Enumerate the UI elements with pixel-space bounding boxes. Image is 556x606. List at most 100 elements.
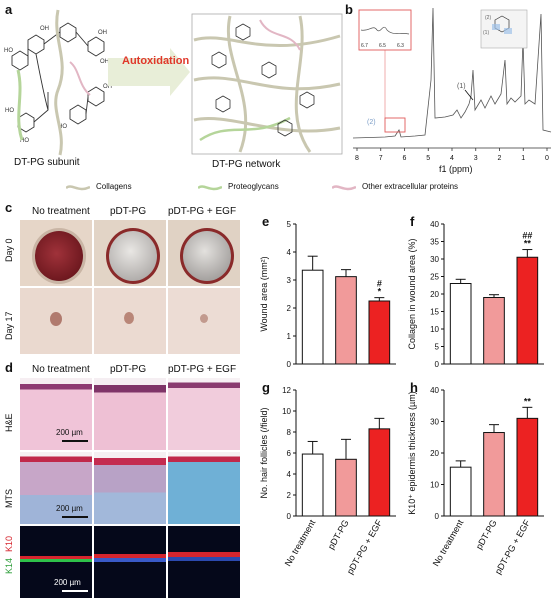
y-tick-label: 0 bbox=[435, 360, 440, 369]
panel-label-b: b bbox=[345, 2, 353, 17]
d-row-k10: K10 bbox=[4, 535, 14, 552]
y-tick-label: 40 bbox=[430, 386, 439, 395]
svg-text:HO: HO bbox=[5, 108, 14, 114]
y-tick-label: 1 bbox=[287, 332, 292, 341]
network-caption: DT-PG network bbox=[212, 159, 281, 170]
nmr-xtick-label: 6 bbox=[403, 155, 407, 162]
y-tick-label: 30 bbox=[430, 255, 439, 264]
photo-day0-pdtpg bbox=[94, 220, 166, 286]
nmr-xtick-label: 0 bbox=[545, 155, 549, 162]
chart-f-collagen: Collagen in wound area (%) 0 5 10 15 20 25 30 35… bbox=[407, 220, 544, 369]
y-tick-label: 0 bbox=[435, 512, 440, 521]
panel-label-f: f bbox=[410, 214, 415, 229]
significance-marker: * bbox=[378, 287, 382, 297]
c-row-day17: Day 17 bbox=[4, 311, 14, 340]
bar bbox=[301, 269, 324, 365]
significance-marker: # bbox=[377, 279, 382, 289]
category-label: pDT-PG + EGF bbox=[493, 518, 533, 576]
d-row-he: H&E bbox=[4, 413, 14, 432]
nmr-xtick-label: 7 bbox=[379, 155, 383, 162]
category-label: No treatment bbox=[283, 518, 318, 568]
inset-tick-1: 6.5 bbox=[379, 43, 386, 49]
svg-text:OH: OH bbox=[40, 26, 49, 32]
panel-label-a: a bbox=[5, 2, 13, 17]
bar bbox=[449, 466, 472, 517]
svg-text:HO: HO bbox=[20, 138, 29, 144]
d-col-pdtpg-egf: pDT-PG + EGF bbox=[168, 364, 237, 375]
bar bbox=[368, 300, 391, 365]
inset-peak-label-2: (2) bbox=[485, 15, 491, 21]
y-tick-label: 35 bbox=[430, 238, 439, 247]
chart-ylabel: K10⁺ epidermis thickness (µm) bbox=[407, 391, 417, 514]
bar bbox=[368, 428, 391, 517]
y-tick-label: 10 bbox=[282, 407, 291, 416]
significance-marker: ## bbox=[522, 231, 532, 241]
he-scale-bar bbox=[62, 440, 88, 442]
bar bbox=[301, 453, 324, 517]
nmr-xtick-label: 1 bbox=[521, 155, 525, 162]
y-tick-label: 6 bbox=[287, 449, 292, 458]
category-label: pDT-PG bbox=[326, 518, 351, 551]
mts-pdtpg-egf bbox=[168, 452, 240, 524]
panel-label-d: d bbox=[5, 360, 13, 375]
mts-pdtpg bbox=[94, 452, 166, 524]
nmr-xlabel: f1 (ppm) bbox=[439, 164, 473, 174]
d-row-mts: MTS bbox=[4, 489, 14, 508]
bar bbox=[516, 256, 539, 365]
y-tick-label: 5 bbox=[435, 343, 440, 352]
inset-tick-2: 6.3 bbox=[397, 43, 404, 49]
svg-text:HO: HO bbox=[58, 124, 67, 130]
y-tick-label: 0 bbox=[287, 512, 292, 521]
inset-peak-label-1: (1) bbox=[483, 30, 489, 36]
chart-e-wound-area: Wound area (mm²) 0 1 2 3 4 5 #* bbox=[259, 220, 396, 369]
peak-label-2: (2) bbox=[367, 119, 376, 126]
svg-text:OH: OH bbox=[98, 30, 107, 36]
photo-day0-pdtpg-egf bbox=[168, 220, 240, 286]
y-tick-label: 3 bbox=[287, 276, 292, 285]
c-col-pdtpg-egf: pDT-PG + EGF bbox=[168, 206, 237, 217]
chart-ylabel: Wound area (mm²) bbox=[259, 256, 269, 331]
y-tick-label: 4 bbox=[287, 470, 292, 479]
if-no-treatment bbox=[20, 526, 92, 598]
photo-day17-no-treatment bbox=[20, 288, 92, 354]
chart-h-epidermis: K10⁺ epidermis thickness (µm) 0 10 20 30 40 No… bbox=[407, 386, 544, 576]
he-no-treatment bbox=[20, 378, 92, 450]
nmr-xtick-label: 3 bbox=[474, 155, 478, 162]
legend-proteoglycans: Proteoglycans bbox=[228, 182, 279, 191]
significance-marker: ** bbox=[524, 396, 532, 406]
panel-a-illustration: OH HO OH OH HO OH HO HO Autoxidation bbox=[4, 9, 343, 170]
he-scale-label: 200 µm bbox=[56, 428, 83, 437]
mts-scale-bar bbox=[62, 516, 88, 518]
if-pdtpg bbox=[94, 526, 166, 598]
inset-tick-0: 6.7 bbox=[361, 43, 368, 49]
bar bbox=[335, 458, 357, 517]
category-label: No treatment bbox=[431, 518, 466, 568]
nmr-xtick-label: 5 bbox=[426, 155, 430, 162]
panel-label-e: e bbox=[262, 214, 270, 229]
y-tick-label: 5 bbox=[287, 220, 292, 229]
y-tick-label: 0 bbox=[287, 360, 292, 369]
photo-day17-pdtpg bbox=[94, 288, 166, 354]
y-tick-label: 2 bbox=[287, 304, 292, 313]
d-row-k14: K14 bbox=[4, 557, 14, 574]
significance-marker: ** bbox=[524, 239, 532, 249]
legend-collagens: Collagens bbox=[96, 182, 132, 191]
bar bbox=[483, 297, 505, 365]
panel-label-h: h bbox=[410, 380, 418, 395]
d-col-pdtpg: pDT-PG bbox=[110, 364, 147, 375]
nmr-xtick-label: 8 bbox=[355, 155, 359, 162]
y-tick-label: 30 bbox=[430, 418, 439, 427]
c-col-no-treatment: No treatment bbox=[32, 206, 90, 217]
nmr-xtick-label: 2 bbox=[498, 155, 502, 162]
panel-label-c: c bbox=[5, 200, 13, 215]
y-tick-label: 20 bbox=[430, 290, 439, 299]
svg-text:OH: OH bbox=[103, 84, 112, 90]
y-tick-label: 4 bbox=[287, 248, 292, 257]
autoxidation-label: Autoxidation bbox=[122, 55, 189, 67]
d-col-no-treatment: No treatment bbox=[32, 364, 90, 375]
y-tick-label: 10 bbox=[430, 325, 439, 334]
y-tick-label: 2 bbox=[287, 491, 292, 500]
y-tick-label: 40 bbox=[430, 220, 439, 229]
chart-ylabel: Collagen in wound area (%) bbox=[407, 238, 417, 349]
